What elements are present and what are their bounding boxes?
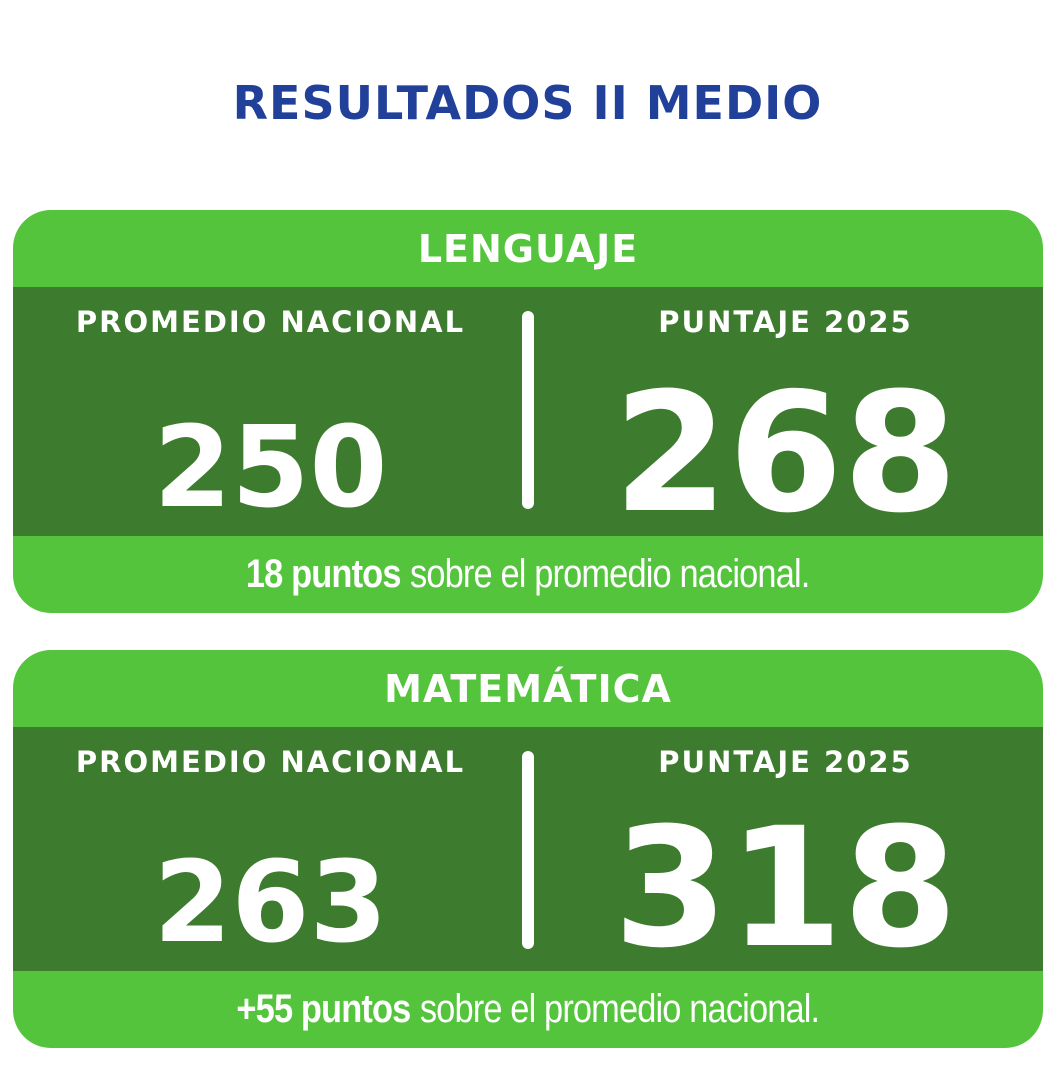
card-body: PROMEDIO NACIONAL 250 PUNTAJE 2025 268: [13, 287, 1043, 536]
difference-points: 18 puntos: [246, 552, 402, 596]
score-card-matematica: MATEMÁTICA PROMEDIO NACIONAL 263 PUNTAJE…: [13, 650, 1043, 1048]
score-2025-value: 318: [613, 792, 958, 984]
card-footer: 18 puntos sobre el promedio nacional.: [13, 536, 1043, 613]
national-average-column: PROMEDIO NACIONAL 263: [13, 727, 528, 971]
national-average-value: 263: [153, 838, 388, 968]
score-2025-value: 268: [613, 357, 958, 549]
score-2025-label: PUNTAJE 2025: [658, 745, 913, 779]
page-title: RESULTADOS II MEDIO: [232, 76, 823, 130]
score-2025-column: PUNTAJE 2025 318: [528, 727, 1043, 971]
national-average-column: PROMEDIO NACIONAL 250: [13, 287, 528, 536]
subject-title: LENGUAJE: [417, 226, 639, 271]
score-2025-label: PUNTAJE 2025: [658, 305, 913, 339]
difference-points: +55 puntos: [236, 987, 412, 1031]
column-divider: [522, 311, 534, 509]
difference-note: +55 puntos sobre el promedio nacional.: [236, 987, 821, 1032]
column-divider: [522, 751, 534, 949]
difference-text: sobre el promedio nacional.: [410, 552, 810, 596]
score-card-lenguaje: LENGUAJE PROMEDIO NACIONAL 250 PUNTAJE 2…: [13, 210, 1043, 613]
card-header: LENGUAJE: [13, 210, 1043, 287]
card-header: MATEMÁTICA: [13, 650, 1043, 727]
subject-title: MATEMÁTICA: [384, 666, 672, 711]
difference-note: 18 puntos sobre el promedio nacional.: [246, 552, 810, 597]
difference-text: sobre el promedio nacional.: [420, 987, 820, 1031]
card-body: PROMEDIO NACIONAL 263 PUNTAJE 2025 318: [13, 727, 1043, 971]
card-footer: +55 puntos sobre el promedio nacional.: [13, 971, 1043, 1048]
national-average-label: PROMEDIO NACIONAL: [75, 305, 466, 339]
score-2025-column: PUNTAJE 2025 268: [528, 287, 1043, 536]
national-average-value: 250: [153, 403, 388, 533]
national-average-label: PROMEDIO NACIONAL: [75, 745, 466, 779]
